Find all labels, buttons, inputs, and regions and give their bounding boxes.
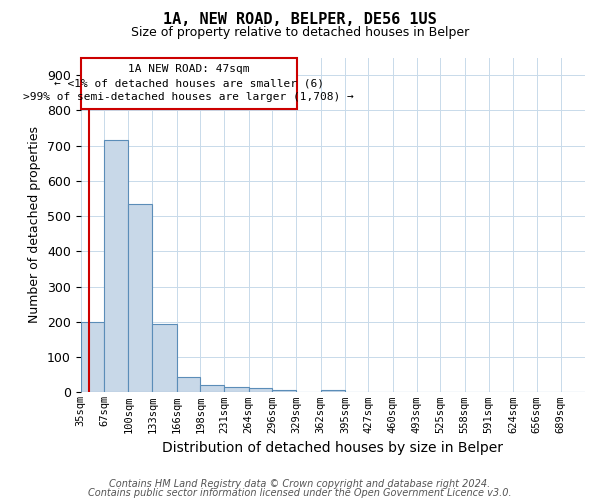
Text: Size of property relative to detached houses in Belper: Size of property relative to detached ho… — [131, 26, 469, 39]
FancyBboxPatch shape — [80, 58, 297, 108]
Bar — [272, 390, 296, 392]
Text: 1A NEW ROAD: 47sqm
← <1% of detached houses are smaller (6)
>99% of semi-detache: 1A NEW ROAD: 47sqm ← <1% of detached hou… — [23, 64, 354, 102]
Bar — [128, 204, 152, 392]
Bar — [320, 390, 345, 392]
Bar — [200, 386, 224, 392]
Bar — [104, 140, 128, 392]
Bar — [224, 387, 248, 392]
Bar — [177, 377, 200, 392]
Text: 1A, NEW ROAD, BELPER, DE56 1US: 1A, NEW ROAD, BELPER, DE56 1US — [163, 12, 437, 28]
Bar — [248, 388, 272, 392]
Text: Contains public sector information licensed under the Open Government Licence v3: Contains public sector information licen… — [88, 488, 512, 498]
Text: Contains HM Land Registry data © Crown copyright and database right 2024.: Contains HM Land Registry data © Crown c… — [109, 479, 491, 489]
X-axis label: Distribution of detached houses by size in Belper: Distribution of detached houses by size … — [162, 441, 503, 455]
Y-axis label: Number of detached properties: Number of detached properties — [28, 126, 41, 324]
Bar — [152, 324, 177, 392]
Bar — [80, 322, 104, 392]
